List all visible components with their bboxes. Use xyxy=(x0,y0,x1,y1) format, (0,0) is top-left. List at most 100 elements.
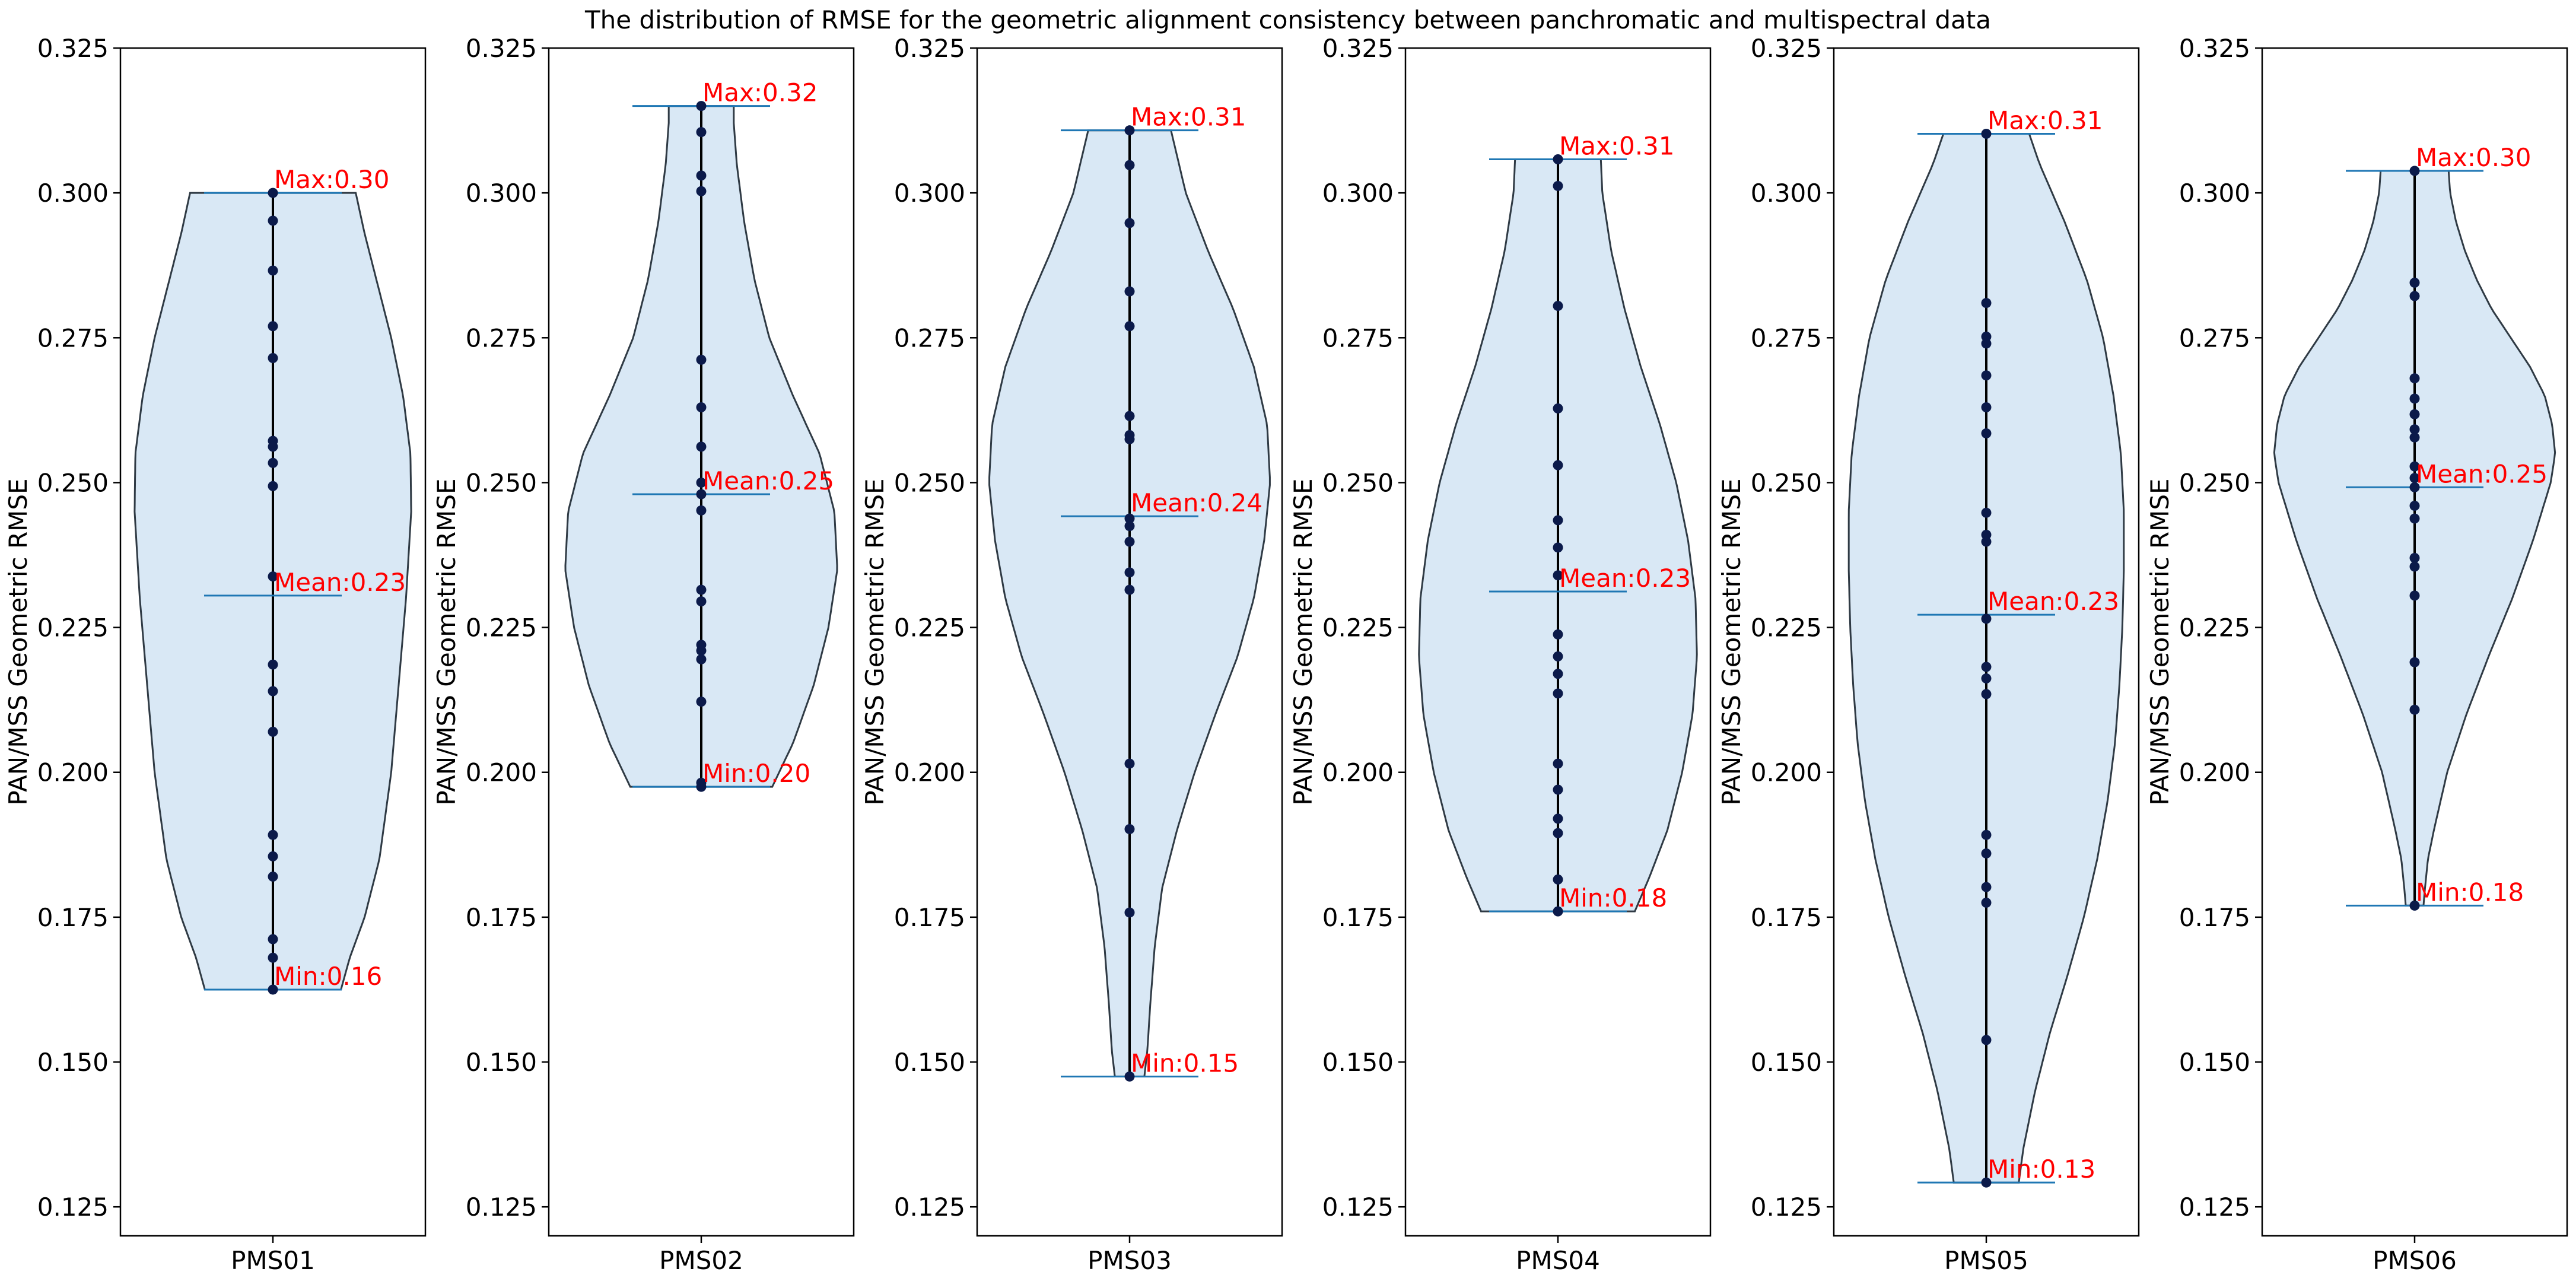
data-point xyxy=(268,321,278,332)
y-tick-label: 0.175 xyxy=(37,903,109,932)
y-tick-label: 0.275 xyxy=(37,323,109,352)
data-point xyxy=(1124,160,1135,170)
y-tick-label: 0.325 xyxy=(2179,34,2250,63)
data-point xyxy=(1124,758,1135,769)
y-tick-label: 0.225 xyxy=(1322,613,1394,643)
y-tick-label: 0.125 xyxy=(1322,1193,1394,1222)
data-point xyxy=(268,481,278,491)
data-point xyxy=(696,697,707,707)
data-point xyxy=(696,186,707,196)
min-annotation: Min:0.15 xyxy=(1131,1048,1239,1077)
data-point xyxy=(2409,704,2420,715)
data-point xyxy=(1553,515,1563,526)
data-point xyxy=(1981,689,1992,699)
x-tick-label: PMS06 xyxy=(2373,1246,2457,1275)
y-tick-label: 0.125 xyxy=(37,1193,109,1222)
data-point xyxy=(2409,373,2420,384)
data-point xyxy=(696,781,707,792)
data-point xyxy=(696,584,707,595)
data-point xyxy=(1981,673,1992,684)
mean-annotation: Mean:0.25 xyxy=(2416,459,2548,488)
data-point xyxy=(1553,813,1563,824)
y-tick-label: 0.275 xyxy=(2179,323,2250,352)
data-point xyxy=(2409,552,2420,563)
y-tick-label: 0.200 xyxy=(1751,758,1822,787)
chart-title: The distribution of RMSE for the geometr… xyxy=(584,5,1991,34)
data-point xyxy=(268,352,278,363)
data-point xyxy=(1553,542,1563,553)
data-point xyxy=(268,571,278,582)
max-annotation: Max:0.31 xyxy=(1559,132,1675,161)
panel-pms02: 0.125 0.150 0.175 0.200 0.225 0.250 0.275 0.300… xyxy=(432,34,855,1275)
data-point xyxy=(1981,882,1992,892)
data-point xyxy=(696,489,707,500)
y-tick-label: 0.200 xyxy=(466,758,537,787)
data-point xyxy=(268,215,278,226)
data-point xyxy=(268,851,278,861)
panel-pms04: 0.125 0.150 0.175 0.200 0.225 0.250 0.275 0.300… xyxy=(1289,34,1712,1275)
y-tick-label: 0.175 xyxy=(1751,903,1822,932)
data-point xyxy=(268,659,278,670)
panel-pms05: 0.125 0.150 0.175 0.200 0.225 0.250 0.275 0.300… xyxy=(1717,34,2140,1275)
data-point xyxy=(2409,657,2420,667)
data-point xyxy=(268,934,278,945)
data-point xyxy=(1124,907,1135,918)
data-point xyxy=(1553,784,1563,795)
min-annotation: Min:0.18 xyxy=(2416,877,2524,907)
data-point xyxy=(2409,461,2420,472)
data-point xyxy=(2409,482,2420,492)
data-point xyxy=(1124,286,1135,297)
data-point xyxy=(696,354,707,365)
x-tick-label: PMS04 xyxy=(1516,1246,1600,1275)
data-point xyxy=(1981,897,1992,908)
max-annotation: Max:0.32 xyxy=(702,78,818,107)
data-point xyxy=(696,402,707,412)
data-point xyxy=(1981,613,1992,624)
data-point xyxy=(696,101,707,112)
y-axis-label: PAN/MSS Geometric RMSE xyxy=(860,478,889,805)
y-tick-label: 0.275 xyxy=(1751,323,1822,352)
max-annotation: Max:0.30 xyxy=(2416,143,2532,172)
data-point xyxy=(1981,129,1992,139)
y-tick-label: 0.125 xyxy=(894,1193,965,1222)
y-tick-label: 0.250 xyxy=(466,468,537,497)
data-point xyxy=(268,441,278,452)
y-tick-label: 0.175 xyxy=(466,903,537,932)
data-point xyxy=(1124,434,1135,444)
data-point xyxy=(1553,874,1563,885)
data-point xyxy=(1981,507,1992,518)
min-annotation: Min:0.18 xyxy=(1559,883,1667,912)
y-axis-label: PAN/MSS Geometric RMSE xyxy=(1717,478,1746,805)
y-tick-label: 0.225 xyxy=(466,613,537,643)
data-point xyxy=(1981,662,1992,672)
data-point xyxy=(1981,536,1992,547)
data-point xyxy=(268,265,278,276)
y-tick-label: 0.325 xyxy=(37,34,109,63)
data-point xyxy=(2409,561,2420,572)
y-tick-label: 0.150 xyxy=(2179,1048,2250,1077)
y-tick-label: 0.175 xyxy=(1322,903,1394,932)
y-tick-label: 0.250 xyxy=(1751,468,1822,497)
data-point xyxy=(1553,828,1563,838)
max-annotation: Max:0.31 xyxy=(1987,106,2103,135)
y-tick-label: 0.175 xyxy=(894,903,965,932)
data-point xyxy=(1981,848,1992,859)
data-point xyxy=(696,170,707,181)
y-tick-label: 0.325 xyxy=(466,34,537,63)
y-tick-label: 0.200 xyxy=(894,758,965,787)
data-point xyxy=(696,654,707,664)
data-point xyxy=(2409,278,2420,288)
data-point xyxy=(1553,180,1563,191)
data-point xyxy=(268,872,278,882)
min-annotation: Min:0.16 xyxy=(274,962,382,991)
mean-annotation: Mean:0.23 xyxy=(274,568,406,597)
data-point xyxy=(1124,513,1135,524)
data-point xyxy=(1981,1035,1992,1045)
data-point xyxy=(2409,409,2420,419)
data-point xyxy=(2409,393,2420,404)
data-point xyxy=(2409,501,2420,511)
y-tick-label: 0.150 xyxy=(37,1048,109,1077)
mean-annotation: Mean:0.25 xyxy=(702,466,834,495)
x-tick-label: PMS02 xyxy=(659,1246,743,1275)
